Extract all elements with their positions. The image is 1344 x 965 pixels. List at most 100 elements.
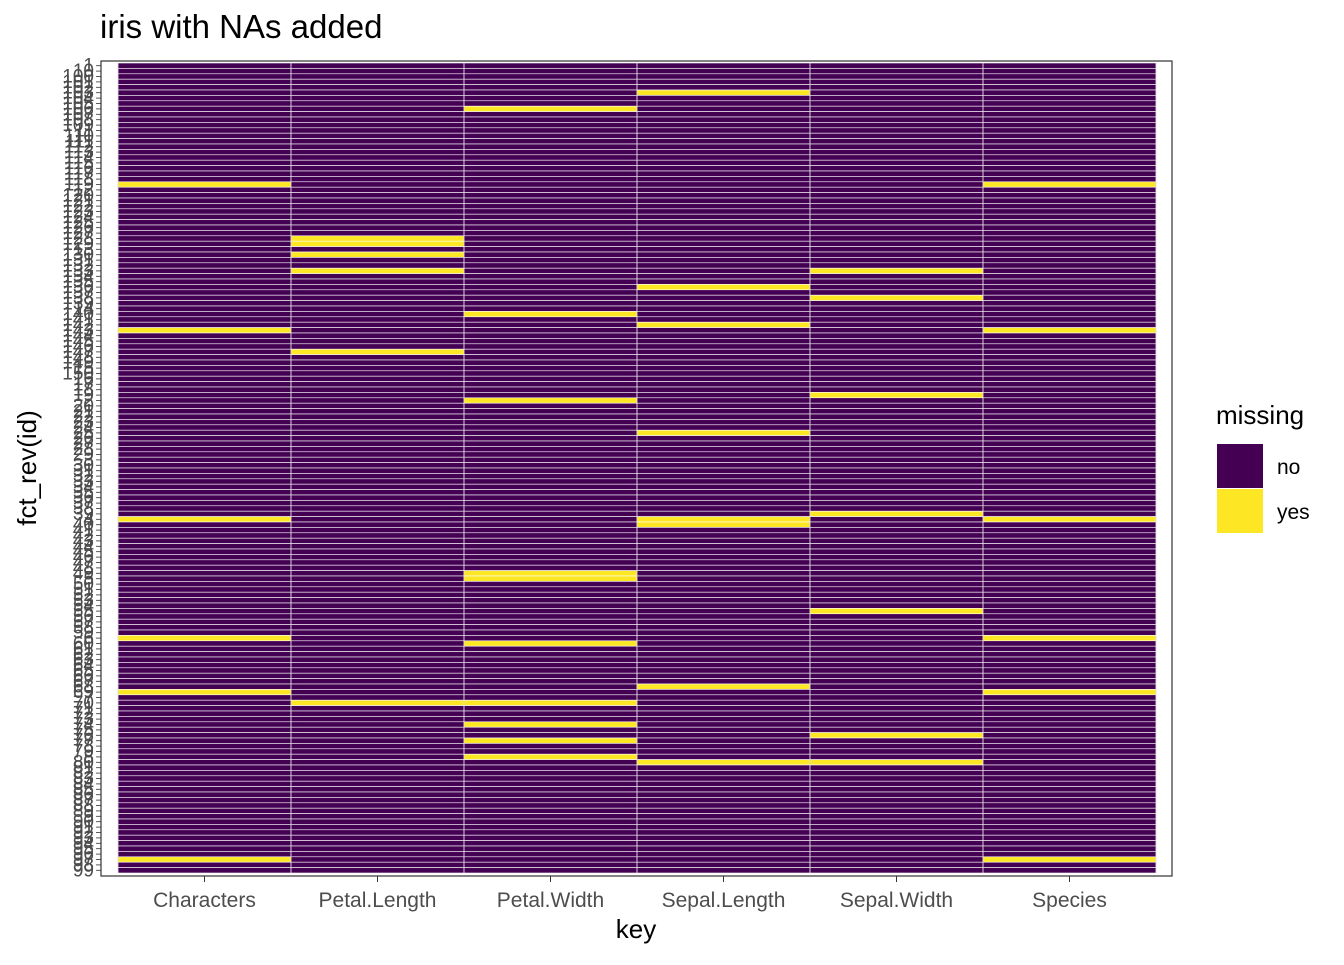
- heatmap-cell-sepal-width-row-100: [809, 73, 984, 80]
- y-tick-label: 106: [62, 99, 94, 120]
- heatmap-cell-sepal-width-row-50: [809, 581, 984, 588]
- heatmap-cell-petal-length-row-114: [290, 154, 465, 161]
- heatmap-cell-species-row-45: [982, 548, 1157, 555]
- heatmap-cell-petal-width-row-16: [463, 375, 638, 382]
- heatmap-cell-sepal-length-row-11: [636, 127, 811, 134]
- heatmap-cell-petal-length-row-132: [290, 262, 465, 269]
- heatmap-cell-characters-row-134: [117, 273, 292, 280]
- heatmap-cell-species-row-48: [982, 564, 1157, 571]
- heatmap-cell-petal-width-row-140-missing: [463, 311, 638, 318]
- heatmap-cell-sepal-width-row-14: [809, 305, 984, 312]
- heatmap-cell-sepal-length-row-53: [636, 597, 811, 604]
- heatmap-cell-species-row-4-missing: [982, 516, 1157, 523]
- heatmap-cell-petal-length-row-58: [290, 624, 465, 631]
- heatmap-cell-sepal-width-row-106: [809, 105, 984, 112]
- heatmap-cell-sepal-width-row-135: [809, 278, 984, 285]
- y-tick-label: 16: [73, 369, 94, 390]
- heatmap-cell-sepal-length-row-84: [636, 780, 811, 787]
- heatmap-cell-species-row-147: [982, 348, 1157, 355]
- heatmap-cell-sepal-width-row-99: [809, 867, 984, 874]
- heatmap-cell-sepal-width-row-23: [809, 419, 984, 426]
- heatmap-cell-petal-width-row-149: [463, 359, 638, 366]
- y-tick-label: 34: [73, 477, 95, 498]
- heatmap-cell-petal-length-row-57: [290, 618, 465, 625]
- heatmap-cell-species-row-138: [982, 294, 1157, 301]
- heatmap-cell-petal-length-row-145: [290, 338, 465, 345]
- heatmap-cell-characters-row-138: [117, 294, 292, 301]
- heatmap-cell-petal-width-row-9: [463, 813, 638, 820]
- heatmap-cell-petal-length-row-121: [290, 197, 465, 204]
- y-tick-label: 134: [62, 266, 94, 287]
- heatmap-cell-characters-row-79: [117, 748, 292, 755]
- heatmap-cell-sepal-length-row-125: [636, 219, 811, 226]
- heatmap-cell-sepal-length-row-37: [636, 500, 811, 507]
- heatmap-cell-petal-length-row-138: [290, 294, 465, 301]
- y-tick-label: 31: [73, 461, 94, 482]
- heatmap-cell-sepal-width-row-9: [809, 813, 984, 820]
- heatmap-cell-sepal-length-row-124: [636, 213, 811, 220]
- heatmap-cell-sepal-length-row-79: [636, 748, 811, 755]
- heatmap-cell-species-row-124: [982, 213, 1157, 220]
- heatmap-cell-petal-length-row-141: [290, 316, 465, 323]
- heatmap-cell-sepal-length-row-40-missing: [636, 521, 811, 528]
- heatmap-cell-petal-width-row-70-missing: [463, 699, 638, 706]
- heatmap-cell-sepal-length-row-8: [636, 753, 811, 760]
- heatmap-cell-petal-length-row-135: [290, 278, 465, 285]
- heatmap-cell-sepal-width-row-114: [809, 154, 984, 161]
- heatmap-cell-sepal-width-row-47: [809, 559, 984, 566]
- heatmap-cell-species-row-12: [982, 186, 1157, 193]
- heatmap-cell-petal-length-row-55: [290, 608, 465, 615]
- heatmap-cell-species-row-108: [982, 116, 1157, 123]
- heatmap-cell-characters-row-4-missing: [117, 516, 292, 523]
- x-axis-label: key: [616, 914, 656, 944]
- heatmap-cell-petal-length-row-23: [290, 419, 465, 426]
- heatmap-cell-sepal-length-row-68-missing: [636, 683, 811, 690]
- heatmap-cell-petal-length-row-26: [290, 435, 465, 442]
- y-tick-label: 82: [73, 763, 94, 784]
- heatmap-cell-sepal-length-row-36: [636, 494, 811, 501]
- heatmap-cell-petal-width-row-97: [463, 856, 638, 863]
- heatmap-cell-characters-row-63: [117, 656, 292, 663]
- y-tick-label: 103: [62, 83, 94, 104]
- heatmap-cell-petal-width-row-115: [463, 159, 638, 166]
- heatmap-cell-petal-length-row-10: [290, 68, 465, 75]
- heatmap-cell-petal-length-row-147-missing: [290, 348, 465, 355]
- heatmap-cell-characters-row-53: [117, 597, 292, 604]
- heatmap-cell-petal-length-row-34: [290, 483, 465, 490]
- heatmap-cell-species-row-120: [982, 192, 1157, 199]
- heatmap-cell-species-row-103: [982, 89, 1157, 96]
- heatmap-cell-sepal-width-row-13: [809, 246, 984, 253]
- heatmap-cell-species-row-100: [982, 73, 1157, 80]
- heatmap-cell-sepal-width-row-109: [809, 122, 984, 129]
- heatmap-cell-petal-width-row-68: [463, 683, 638, 690]
- heatmap-cell-petal-length-row-106: [290, 105, 465, 112]
- heatmap-cell-characters-row-100: [117, 73, 292, 80]
- heatmap-cell-species-row-53: [982, 597, 1157, 604]
- heatmap-cell-sepal-length-row-69: [636, 689, 811, 696]
- heatmap-cell-characters-row-76: [117, 732, 292, 739]
- heatmap-cell-petal-length-row-105: [290, 100, 465, 107]
- heatmap-cell-petal-length-row-144: [290, 332, 465, 339]
- heatmap-cell-species-row-141: [982, 316, 1157, 323]
- heatmap-cell-petal-width-row-24: [463, 424, 638, 431]
- heatmap-cell-petal-length-row-89: [290, 807, 465, 814]
- heatmap-cell-petal-length-row-86: [290, 791, 465, 798]
- heatmap-cell-sepal-length-row-128: [636, 235, 811, 242]
- heatmap-cell-characters-row-103: [117, 89, 292, 96]
- y-tick-label: 86: [73, 785, 94, 806]
- heatmap-cell-species-row-105: [982, 100, 1157, 107]
- y-tick-label: 99: [73, 860, 94, 881]
- heatmap-cell-characters-row-7: [117, 694, 292, 701]
- heatmap-cell-characters-row-71: [117, 705, 292, 712]
- heatmap-cell-sepal-length-row-81: [636, 764, 811, 771]
- heatmap-cell-petal-length-row-115: [290, 159, 465, 166]
- heatmap-cell-sepal-length-row-2: [636, 397, 811, 404]
- heatmap-cell-petal-width-row-55: [463, 608, 638, 615]
- heatmap-cell-sepal-width-row-28: [809, 446, 984, 453]
- y-tick-label: 131: [62, 250, 94, 271]
- heatmap-cell-characters-row-16: [117, 375, 292, 382]
- heatmap-cell-sepal-length-row-112: [636, 143, 811, 150]
- heatmap-cell-sepal-width-row-84: [809, 780, 984, 787]
- heatmap-cell-petal-width-row-26: [463, 435, 638, 442]
- heatmap-cell-sepal-width-row-141: [809, 316, 984, 323]
